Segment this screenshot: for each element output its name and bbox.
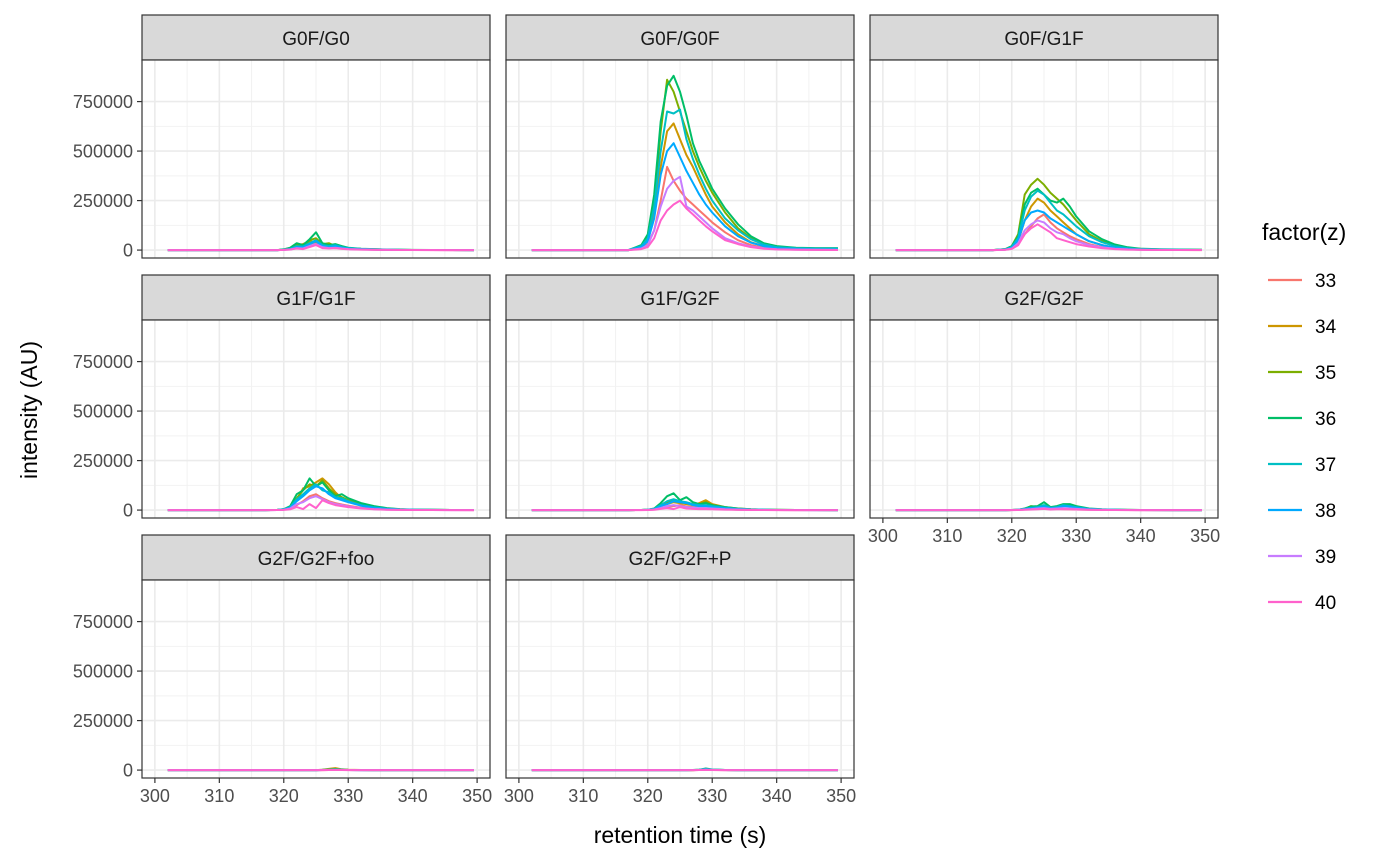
y-axis-title: intensity (AU) — [16, 341, 42, 479]
facet-strip — [505, 274, 855, 321]
legend-label: 38 — [1315, 501, 1336, 522]
y-tick-label: 500000 — [73, 662, 133, 682]
y-tick-label: 750000 — [73, 612, 133, 632]
x-tick-label: 330 — [697, 786, 727, 806]
facet-strip-label: G0F/G0 — [282, 29, 350, 50]
legend-entry: 35 — [1268, 363, 1336, 384]
x-tick-label: 320 — [633, 786, 663, 806]
facet-strip — [869, 274, 1219, 321]
x-tick-label: 310 — [204, 786, 234, 806]
y-tick-label: 500000 — [73, 142, 133, 162]
y-tick-label: 250000 — [73, 711, 133, 731]
legend-entry: 37 — [1268, 455, 1336, 476]
legend-entry: 33 — [1268, 271, 1336, 292]
facet-strip-label: G0F/G1F — [1004, 29, 1083, 50]
x-tick-label: 320 — [997, 526, 1027, 546]
facet-panel: G2F/G2F+foo 0 250000 500000 750000 300 310 320 3… — [73, 534, 492, 806]
facet-strip-label: G1F/G2F — [640, 289, 719, 310]
x-tick-label: 310 — [932, 526, 962, 546]
legend-label: 37 — [1315, 455, 1336, 476]
legend-label: 34 — [1315, 317, 1337, 338]
legend-label: 40 — [1315, 593, 1336, 614]
legend-entry: 34 — [1268, 317, 1337, 338]
panel-border — [869, 319, 1219, 519]
legend-label: 35 — [1315, 363, 1336, 384]
series-line-z40 — [895, 507, 1202, 512]
x-tick-label: 320 — [269, 786, 299, 806]
legend-title: factor(z) — [1262, 219, 1346, 245]
x-tick-label: 340 — [762, 786, 792, 806]
x-tick-label: 330 — [1061, 526, 1091, 546]
facet-strip — [869, 14, 1219, 61]
panel-border — [505, 579, 855, 779]
facet-strip-label: G2F/G2F+P — [629, 549, 732, 570]
x-tick-label: 330 — [333, 786, 363, 806]
panel-border — [505, 319, 855, 519]
x-axis-title: retention time (s) — [594, 822, 767, 848]
x-tick-label: 300 — [140, 786, 170, 806]
facet-strip — [141, 274, 491, 321]
panel-border — [505, 59, 855, 259]
facet-panel: G1F/G2F — [505, 274, 855, 519]
facet-panel: G2F/G2F 300 310 320 330 340 350 — [868, 274, 1220, 546]
facet-strip-label: G2F/G2F+foo — [258, 549, 375, 570]
y-tick-label: 250000 — [73, 191, 133, 211]
y-tick-label: 500000 — [73, 402, 133, 422]
panel-border — [869, 59, 1219, 259]
facet-panel: G2F/G2F+P 300 310 320 330 340 350 — [504, 534, 856, 806]
legend-label: 39 — [1315, 547, 1336, 568]
x-tick-label: 350 — [826, 786, 856, 806]
facet-panel: G0F/G0F — [505, 14, 855, 259]
legend-entry: 40 — [1268, 593, 1336, 614]
series-line-z40 — [531, 506, 838, 512]
series-line-z40 — [167, 499, 474, 512]
x-tick-label: 340 — [1126, 526, 1156, 546]
legend-label: 33 — [1315, 271, 1336, 292]
y-tick-label: 750000 — [73, 92, 133, 112]
y-tick-label: 0 — [123, 501, 133, 521]
facet-panel: G1F/G1F 0 250000 500000 750000 — [73, 274, 491, 521]
facet-strip — [505, 14, 855, 61]
x-tick-label: 300 — [868, 526, 898, 546]
panel-border — [141, 59, 491, 259]
panel-border — [141, 319, 491, 519]
series-line-z40 — [895, 223, 1202, 252]
y-tick-label: 0 — [123, 241, 133, 261]
series-line-z40 — [531, 199, 838, 252]
legend-label: 36 — [1315, 409, 1336, 430]
series-line-z40 — [167, 244, 474, 252]
legend-entry: 38 — [1268, 501, 1336, 522]
facet-strip-label: G0F/G0F — [640, 29, 719, 50]
x-tick-label: 350 — [1190, 526, 1220, 546]
facet-panel: G0F/G1F — [869, 14, 1219, 259]
facet-strip — [141, 14, 491, 61]
panel-border — [141, 579, 491, 779]
legend: factor(z) 33 34 35 36 37 38 39 40 — [1262, 219, 1346, 614]
facet-panel: G0F/G0 0 250000 500000 750000 — [73, 14, 491, 261]
y-tick-label: 750000 — [73, 352, 133, 372]
facet-strip-label: G2F/G2F — [1004, 289, 1083, 310]
y-tick-label: 250000 — [73, 451, 133, 471]
x-tick-label: 300 — [504, 786, 534, 806]
legend-entry: 39 — [1268, 547, 1336, 568]
facet-strip — [505, 534, 855, 581]
x-tick-label: 350 — [462, 786, 492, 806]
y-tick-label: 0 — [123, 761, 133, 781]
facet-strip-label: G1F/G1F — [276, 289, 355, 310]
legend-entry: 36 — [1268, 409, 1336, 430]
facet-panels: G0F/G0 0 250000 500000 750000 G0F/G0F G0F/G1F G… — [73, 14, 1220, 806]
x-tick-label: 310 — [568, 786, 598, 806]
x-tick-label: 340 — [398, 786, 428, 806]
